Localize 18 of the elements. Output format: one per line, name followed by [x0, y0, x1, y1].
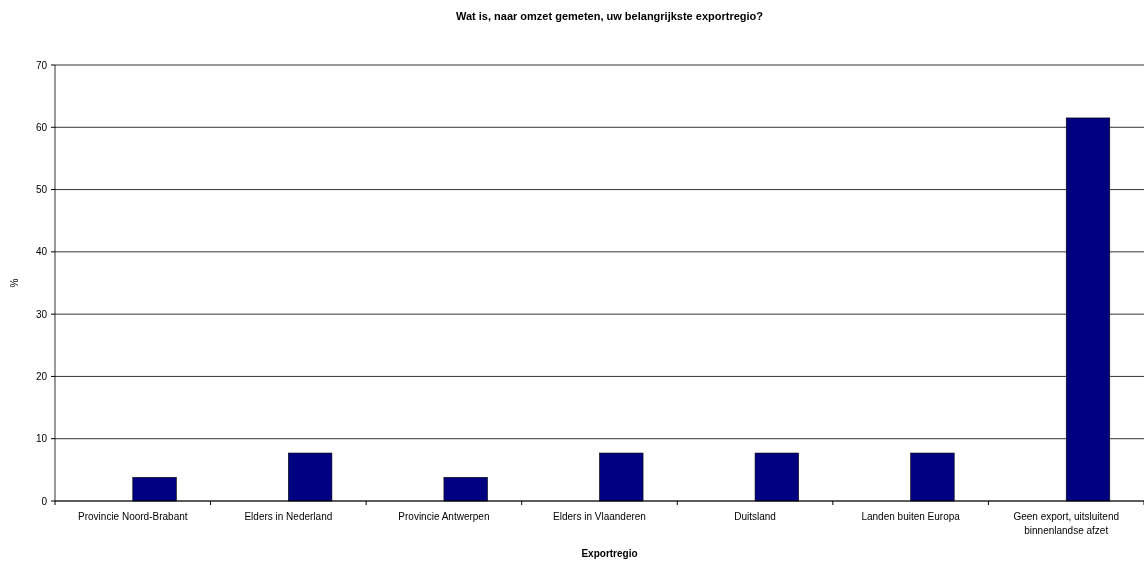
y-tick-label: 20	[35, 370, 48, 382]
x-tick-label: Provincie Noord-Brabant	[78, 511, 188, 522]
y-tick-label: 10	[35, 433, 48, 445]
x-tick-label: Duitsland	[734, 511, 776, 522]
y-tick-label: 60	[35, 121, 48, 133]
y-tick-label: 70	[35, 59, 48, 71]
y-tick-label: 0	[41, 495, 48, 507]
y-tick-label: 50	[35, 184, 48, 196]
x-tick-label: Provincie Antwerpen	[398, 511, 490, 522]
x-tick-label: Elders in Nederland	[244, 511, 333, 522]
x-tick-label: Landen buiten Europa	[861, 511, 961, 522]
x-axis-title: Exportregio	[581, 548, 638, 559]
x-tick-label: Geen export, uitsluitend binnenlandse afzet	[1013, 511, 1120, 536]
y-tick-label: 30	[35, 308, 48, 320]
y-axis-title: %	[9, 278, 20, 288]
y-tick-label: 40	[35, 246, 48, 258]
chart-title: Wat is, naar omzet gemeten, uw belangrijkste exportregio?	[455, 10, 764, 22]
x-tick-label: Elders in Vlaanderen	[553, 511, 646, 522]
